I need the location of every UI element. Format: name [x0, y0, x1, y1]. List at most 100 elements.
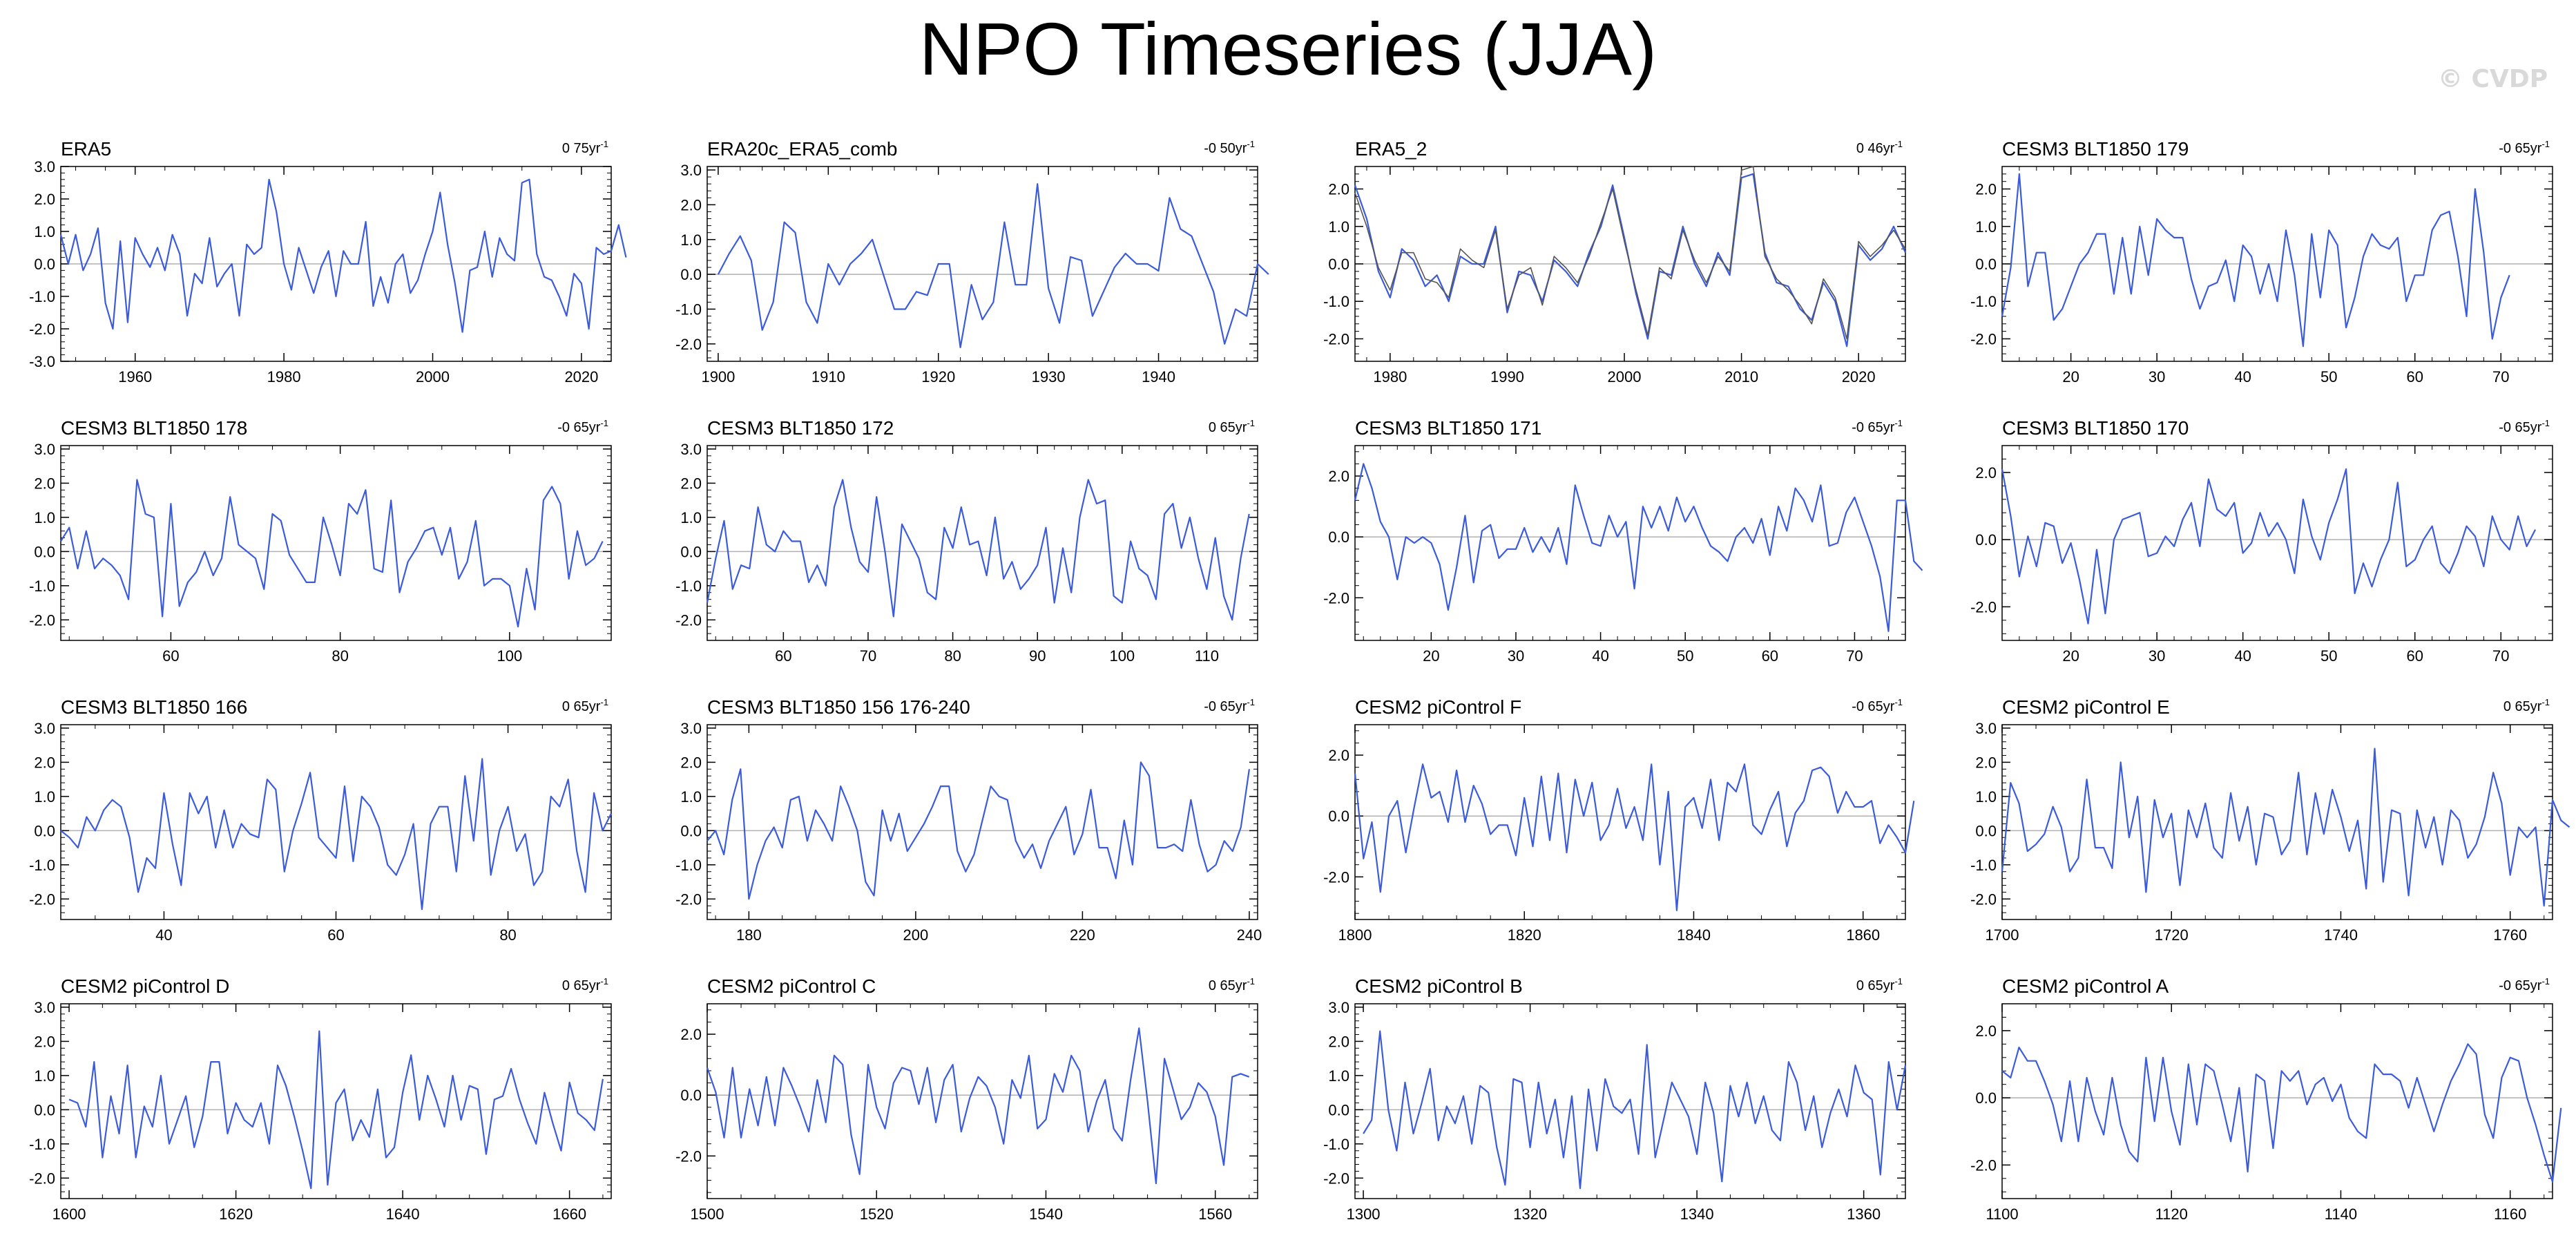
x-tick-label: 60	[775, 647, 791, 665]
x-tick-label: 1360	[1847, 1205, 1881, 1223]
x-tick-label: 50	[1677, 647, 1693, 665]
x-tick-label: 1760	[2493, 926, 2527, 944]
y-tick-label: 2.0	[1975, 181, 1997, 198]
panel-label: CESM3 BLT1850 172	[707, 417, 894, 439]
trend-label: -0 50yr-1	[1204, 139, 1255, 156]
series-line	[2001, 173, 2510, 347]
y-tick-label: 2.0	[680, 196, 702, 213]
panel-label: CESM2 piControl A	[2002, 975, 2169, 997]
y-tick-label: 2.0	[680, 475, 702, 492]
series-line	[707, 761, 1250, 900]
plot-frame	[2001, 724, 2553, 920]
x-tick-label: 70	[860, 647, 876, 665]
y-tick-label: 1.0	[1975, 788, 1997, 806]
plot-frame	[707, 1003, 1258, 1199]
x-tick-label: 1840	[1677, 926, 1711, 944]
x-tick-label: 1160	[2494, 1205, 2526, 1223]
x-tick-label: 40	[155, 926, 172, 944]
panel-label: CESM2 piControl F	[1355, 696, 1521, 718]
x-tick-label: 1620	[219, 1205, 253, 1223]
x-tick-label: 20	[2062, 368, 2079, 385]
x-tick-label: 1140	[2325, 1205, 2357, 1223]
y-tick-label: 2.0	[1975, 464, 1997, 482]
trend-label: 0 65yr-1	[1209, 418, 1255, 435]
chart-panel: CESM3 BLT1850 156 176-240 -0 65yr-1 -2.0 -1…	[675, 696, 1262, 944]
series-line	[59, 178, 627, 333]
chart-panel: CESM3 BLT1850 166 0 65yr-1 -2.0 -1.0 0.0 1.0 2…	[29, 696, 612, 944]
chart-panel: CESM2 piControl A -0 65yr-1 -2.0 0.0 2.0 1100…	[1970, 975, 2562, 1223]
chart-panel: CESM2 piControl E 0 65yr-1 -2.0 -1.0 0.0 1.0 2…	[1970, 696, 2570, 944]
y-tick-label: -2.0	[29, 611, 55, 629]
plot-frame	[2001, 1003, 2553, 1199]
x-tick-label: 1930	[1032, 368, 1066, 385]
chart-panel: ERA20c_ERA5_comb -0 50yr-1 -2.0 -1.0 0.0 1.0 2…	[675, 138, 1269, 385]
x-tick-label: 2020	[564, 368, 598, 385]
x-tick-label: 80	[499, 926, 516, 944]
panel-label: CESM2 piControl B	[1355, 975, 1523, 997]
trend-label: -0 65yr-1	[1204, 697, 1255, 714]
y-tick-label: -2.0	[675, 1147, 702, 1165]
x-tick-label: 1800	[1338, 926, 1372, 944]
x-tick-label: 20	[1423, 647, 1439, 665]
panel-label: ERA5	[61, 138, 111, 160]
y-tick-label: -1.0	[1970, 857, 1997, 874]
x-tick-label: 110	[1195, 647, 1219, 665]
y-tick-label: 0.0	[34, 822, 55, 839]
y-tick-label: 0.0	[34, 543, 55, 560]
y-tick-label: 0.0	[34, 1101, 55, 1118]
y-tick-label: 2.0	[1975, 754, 1997, 771]
page-title: NPO Timeseries (JJA)	[919, 7, 1657, 90]
chart-panel: ERA5 0 75yr-1 -3.0 -2.0 -1.0 0.0 1.0 2.0 3.0 1960…	[29, 138, 627, 385]
y-tick-label: 3.0	[680, 720, 702, 737]
x-tick-label: 1920	[921, 368, 955, 385]
y-tick-label: -1.0	[29, 857, 55, 874]
y-tick-label: 2.0	[680, 754, 702, 771]
panel-label: CESM3 BLT1850 171	[1355, 417, 1541, 439]
x-tick-label: 30	[2149, 647, 2165, 665]
x-tick-label: 40	[2234, 368, 2251, 385]
x-tick-label: 220	[1070, 926, 1095, 944]
plot-frame	[60, 445, 612, 641]
chart-panel: CESM3 BLT1850 170 -0 65yr-1 -2.0 0.0 2.0 20 30…	[1970, 417, 2553, 665]
y-tick-label: 0.0	[680, 266, 702, 283]
x-tick-label: 1540	[1029, 1205, 1063, 1223]
plot-frame	[60, 724, 612, 920]
y-tick-label: -2.0	[1970, 598, 1997, 616]
x-tick-label: 180	[736, 926, 762, 944]
chart-panel: CESM3 BLT1850 172 0 65yr-1 -2.0 -1.0 0.0 1.0 2…	[675, 417, 1258, 665]
x-tick-label: 70	[2492, 368, 2509, 385]
y-tick-label: 2.0	[34, 754, 55, 771]
series-line	[717, 183, 1269, 348]
x-tick-label: 1860	[1846, 926, 1880, 944]
x-tick-label: 2000	[1608, 368, 1642, 385]
y-tick-label: 2.0	[1328, 747, 1349, 764]
y-tick-label: 3.0	[680, 441, 702, 458]
x-tick-label: 40	[2234, 647, 2251, 665]
x-tick-label: 200	[903, 926, 929, 944]
y-tick-label: 2.0	[34, 191, 55, 208]
panel-label: ERA20c_ERA5_comb	[707, 138, 897, 160]
x-tick-label: 1720	[2155, 926, 2189, 944]
x-tick-label: 1560	[1198, 1205, 1232, 1223]
y-tick-label: 2.0	[1328, 468, 1349, 485]
y-tick-label: -1.0	[675, 857, 702, 874]
y-tick-label: 3.0	[34, 999, 55, 1016]
trend-label: 0 65yr-1	[562, 697, 608, 714]
chart-panel: ERA5_2 0 46yr-1 -2.0 -1.0 0.0 1.0 2.0 1980 1990 2…	[1323, 138, 1907, 385]
panel-label: CESM3 BLT1850 179	[2002, 138, 2189, 160]
y-tick-label: 2.0	[1975, 1022, 1997, 1040]
series-line	[706, 1027, 1250, 1185]
x-tick-label: 1640	[386, 1205, 420, 1223]
y-tick-label: 0.0	[1975, 531, 1997, 549]
y-tick-label: 1.0	[680, 509, 702, 526]
y-tick-label: -2.0	[1323, 330, 1349, 347]
x-tick-label: 1900	[701, 368, 735, 385]
chart-panel: CESM3 BLT1850 178 -0 65yr-1 -2.0 -1.0 0.0 1.0…	[29, 417, 612, 665]
y-tick-label: -2.0	[1970, 1156, 1997, 1174]
y-tick-label: -1.0	[29, 1136, 55, 1153]
x-tick-label: 240	[1237, 926, 1262, 944]
y-tick-label: 0.0	[680, 822, 702, 839]
y-tick-label: -1.0	[1323, 1136, 1349, 1153]
x-tick-label: 80	[944, 647, 961, 665]
x-tick-label: 1910	[811, 368, 845, 385]
